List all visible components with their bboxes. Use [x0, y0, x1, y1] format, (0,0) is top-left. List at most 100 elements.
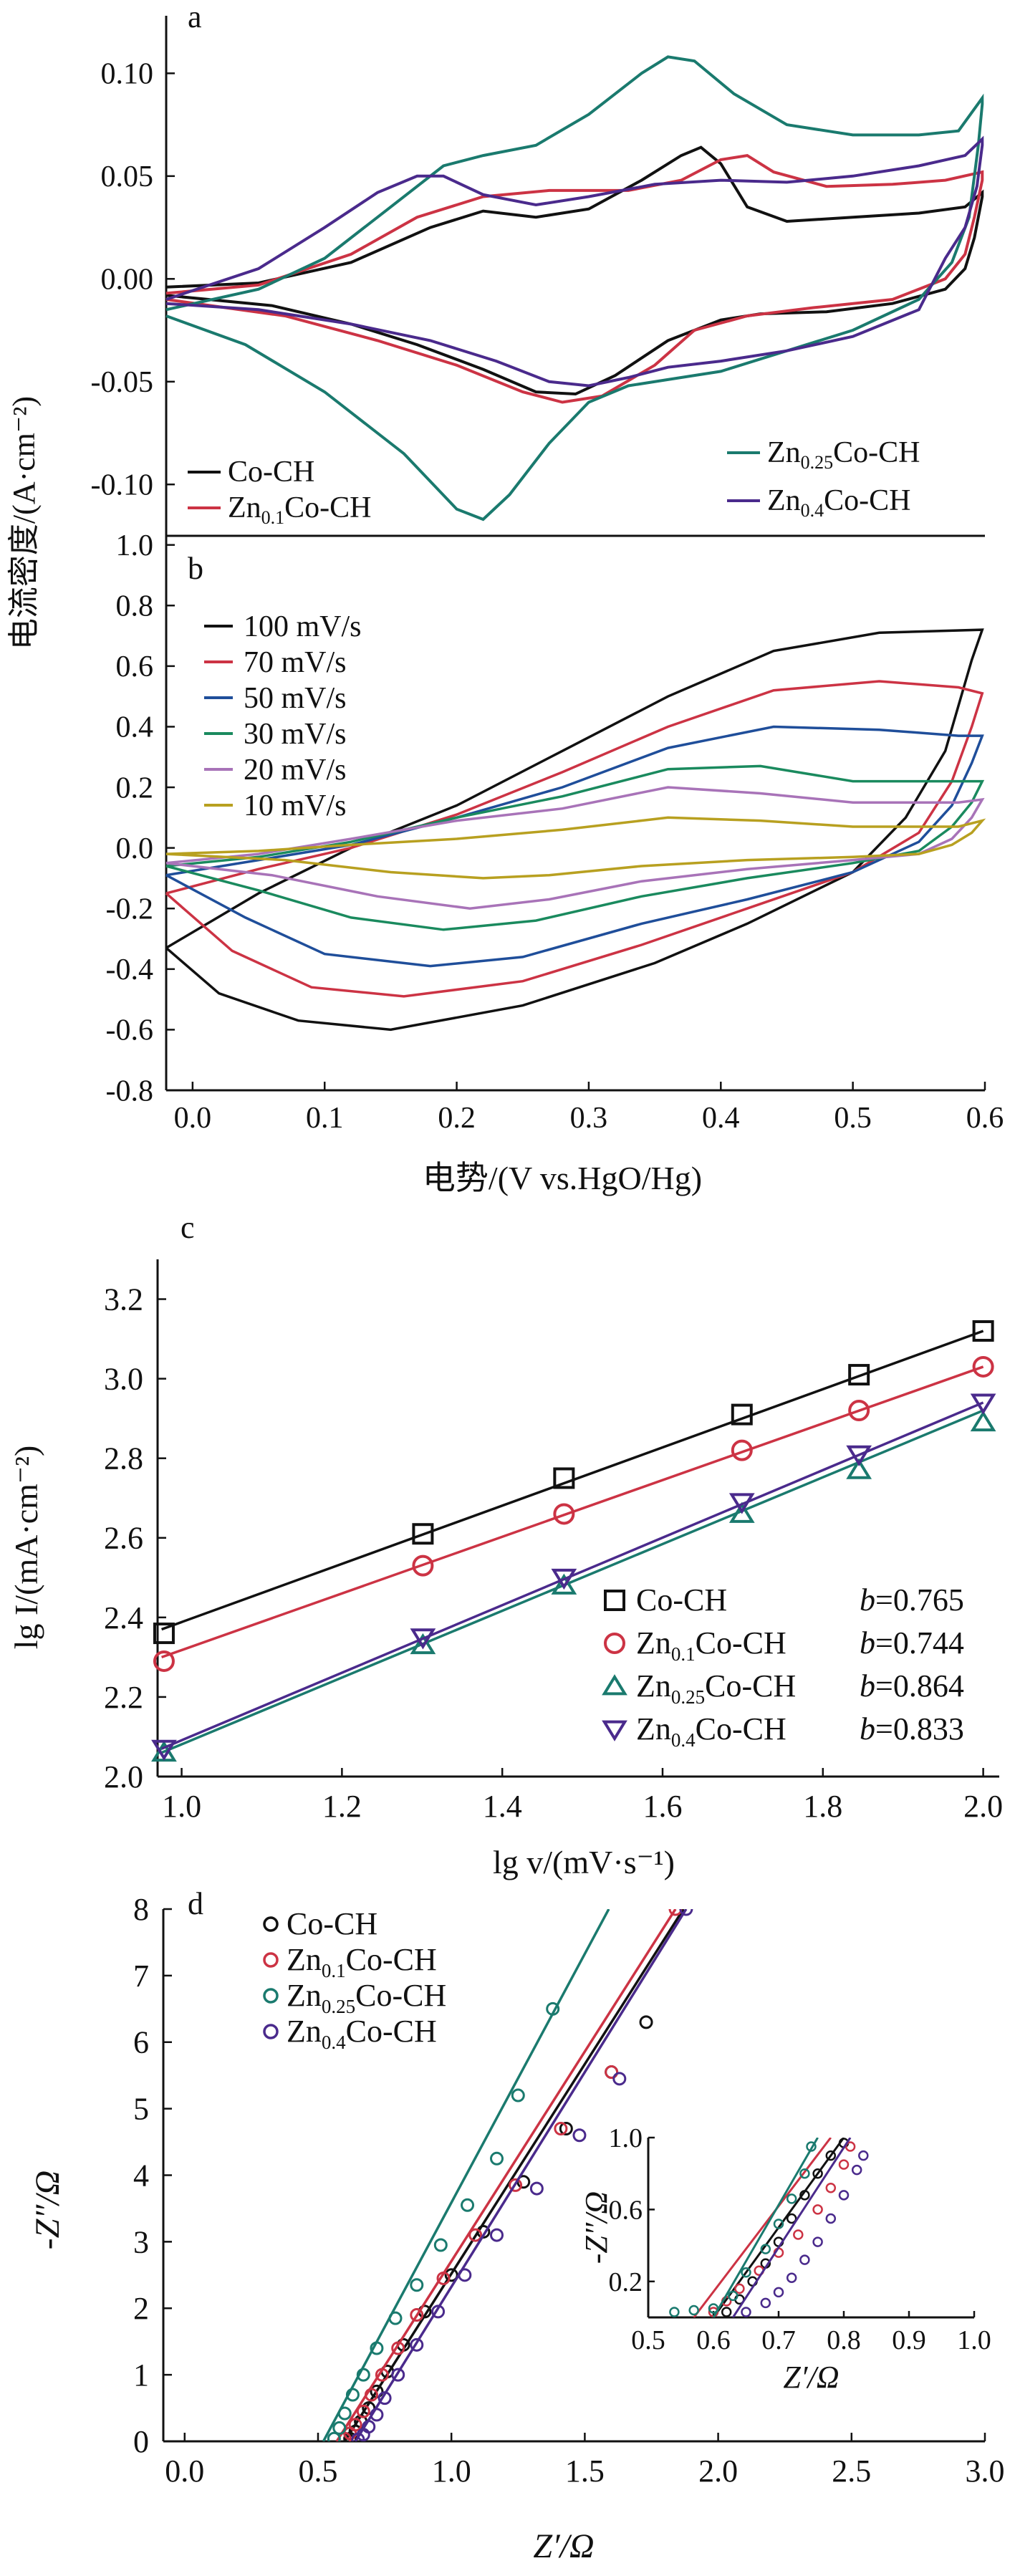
panel-d-point — [345, 2388, 360, 2402]
panel-d-point — [612, 2072, 627, 2086]
inset-point — [838, 2159, 850, 2170]
inset-point — [786, 2213, 797, 2224]
panel-c-legend-label: Zn0.1Co-CH — [636, 1625, 786, 1665]
panel-c-point — [970, 1410, 996, 1432]
panel-c-point — [551, 1573, 577, 1595]
panel-c-point — [972, 1355, 994, 1378]
panel-c-x-tick-label: 1.0 — [162, 1789, 201, 1824]
panel-b-legend-label: 100 mV/s — [244, 610, 362, 643]
panel-a-legend-label: Zn0.1Co-CH — [228, 491, 372, 528]
inset-y-tick-label: 0.2 — [609, 2267, 643, 2297]
cv-curve-20mVs — [165, 786, 985, 910]
panel-c-legend-label: Zn0.25Co-CH — [636, 1668, 796, 1708]
panel-b-x-tick-label: 0.3 — [570, 1102, 608, 1135]
inset-point — [734, 2283, 745, 2294]
current-density-axis-label: 电流密度/(A·cm⁻²) — [6, 396, 42, 650]
panel-d-point — [356, 2368, 370, 2382]
panel-b-y-tick-label: 1.0 — [116, 529, 154, 562]
panel-d-point — [391, 2368, 405, 2382]
panel-d-y-tick-label: 3 — [133, 2224, 149, 2259]
panel-d-point — [444, 2268, 458, 2282]
panel-d-point — [370, 2408, 384, 2422]
panel-d-point — [468, 2228, 483, 2242]
inset-point — [825, 2213, 837, 2224]
panel-d-point — [377, 2391, 392, 2406]
panel-a-legend-label: Zn0.4Co-CH — [767, 484, 911, 521]
lg-current-axis-label: lg I/(mA·cm⁻²) — [8, 1446, 44, 1650]
cv-curve-100mVs — [165, 628, 984, 1032]
panel-b-y-tick-label: 0.4 — [116, 711, 154, 744]
inset-point — [812, 2236, 823, 2247]
panel-c-x-tick-label: 1.2 — [322, 1789, 362, 1824]
panel-c-x-tick-label: 1.8 — [803, 1789, 842, 1824]
panel-d-point — [572, 2128, 587, 2143]
panel-c-point — [846, 1445, 872, 1466]
inset-fit-line — [712, 2138, 819, 2317]
panel-c-point — [151, 1739, 177, 1761]
panel-d-y-tick-label: 8 — [133, 1892, 149, 1927]
panel-c-point — [410, 1628, 436, 1650]
panel-c-b-value: b=0.864 — [860, 1668, 964, 1703]
inset-point — [728, 2290, 739, 2302]
inset-plot-area — [669, 2138, 869, 2317]
cv-curve-4a2a8c — [165, 135, 984, 388]
panel-c-y-tick-label: 2.6 — [104, 1521, 143, 1556]
cv-curve-111111 — [165, 145, 984, 396]
panel-d-y-tick-label: 4 — [133, 2158, 149, 2193]
panel-b-legend-label: 10 mV/s — [244, 789, 347, 822]
panel-d-point — [364, 2388, 378, 2402]
panel-d-point — [391, 2341, 405, 2355]
panel-c-legend-marker — [604, 1633, 625, 1654]
cv-curve-50mVs — [165, 725, 984, 968]
inset-point — [838, 2190, 850, 2201]
inset-point — [799, 2190, 810, 2201]
panel-d-legend-label: Zn0.1Co-CH — [287, 1942, 437, 1981]
panel-d-point — [337, 2406, 352, 2421]
panel-c-point — [731, 1439, 753, 1461]
panel-b-x-tick-label: 0.0 — [174, 1102, 212, 1135]
panel-d-point — [679, 1909, 693, 1916]
panel-d-label: d — [188, 1886, 203, 1921]
panel-c-point — [410, 1633, 436, 1655]
inset-y-tick-label: 0.6 — [609, 2195, 643, 2225]
inset-point — [793, 2229, 804, 2240]
panel-c: 3.2 3.0 2.8 2.6 2.4 2.2 2.0 1.0 1.2 1.4 1.6 1.8 2.0 C… — [8, 1210, 1003, 1880]
panel-c-point — [551, 1568, 577, 1590]
cv-curve-cc3344 — [165, 154, 984, 404]
panel-b-legend-label: 50 mV/s — [244, 682, 347, 715]
panel-d-point — [458, 2268, 472, 2282]
panel-c-point — [848, 1364, 870, 1386]
z-imag-axis-label: -Z″/Ω — [29, 2171, 67, 2250]
panel-c-b-value: b=0.765 — [860, 1582, 964, 1618]
inset-x-tick-label: 0.5 — [631, 2325, 665, 2355]
panel-d-x-tick-label: 1.0 — [432, 2454, 471, 2489]
panel-d-legend-label: Co-CH — [287, 1906, 377, 1941]
panel-c-y-tick-label: 2.0 — [104, 1759, 143, 1794]
inset-point — [721, 2307, 732, 2317]
inset-point — [825, 2183, 837, 2193]
inset-point — [799, 2168, 810, 2179]
inset-x-tick-label: 0.6 — [696, 2325, 731, 2355]
panel-c-point — [412, 1554, 434, 1577]
panel-d-point — [509, 2178, 523, 2192]
potential-axis-label: 电势/(V vs.HgO/Hg) — [423, 1160, 702, 1196]
panel-c-point — [153, 1650, 175, 1672]
panel-d-fit-line — [322, 1909, 610, 2441]
panel-d-x-tick-label: 3.0 — [966, 2454, 1005, 2489]
inset-background — [648, 2138, 974, 2317]
panel-d-point — [433, 2238, 448, 2252]
panel-d-x-tick-label: 1.5 — [565, 2454, 605, 2489]
panel-d-point — [554, 2121, 568, 2135]
panel-d-point — [348, 2418, 362, 2432]
panel-d-point — [559, 2121, 573, 2135]
inset-point — [773, 2287, 784, 2298]
panel-b-y-tick-label: 0.0 — [116, 832, 154, 865]
panel-d-x-tick-label: 0.5 — [298, 2454, 337, 2489]
inset-point — [760, 2297, 771, 2309]
panel-b-y-tick-label: -0.6 — [106, 1014, 154, 1047]
inset-point — [825, 2150, 837, 2161]
panel-c-fit-line — [160, 1409, 984, 1754]
panel-d: 0 1 2 3 4 5 6 7 8 0.0 0.5 1.0 1.5 2.0 2.5 3.0 Co-CHZn0.1… — [29, 1886, 1005, 2565]
panel-d-legend-label: Zn0.4Co-CH — [287, 2014, 437, 2053]
panel-c-legend-label: Zn0.4Co-CH — [636, 1711, 786, 1751]
